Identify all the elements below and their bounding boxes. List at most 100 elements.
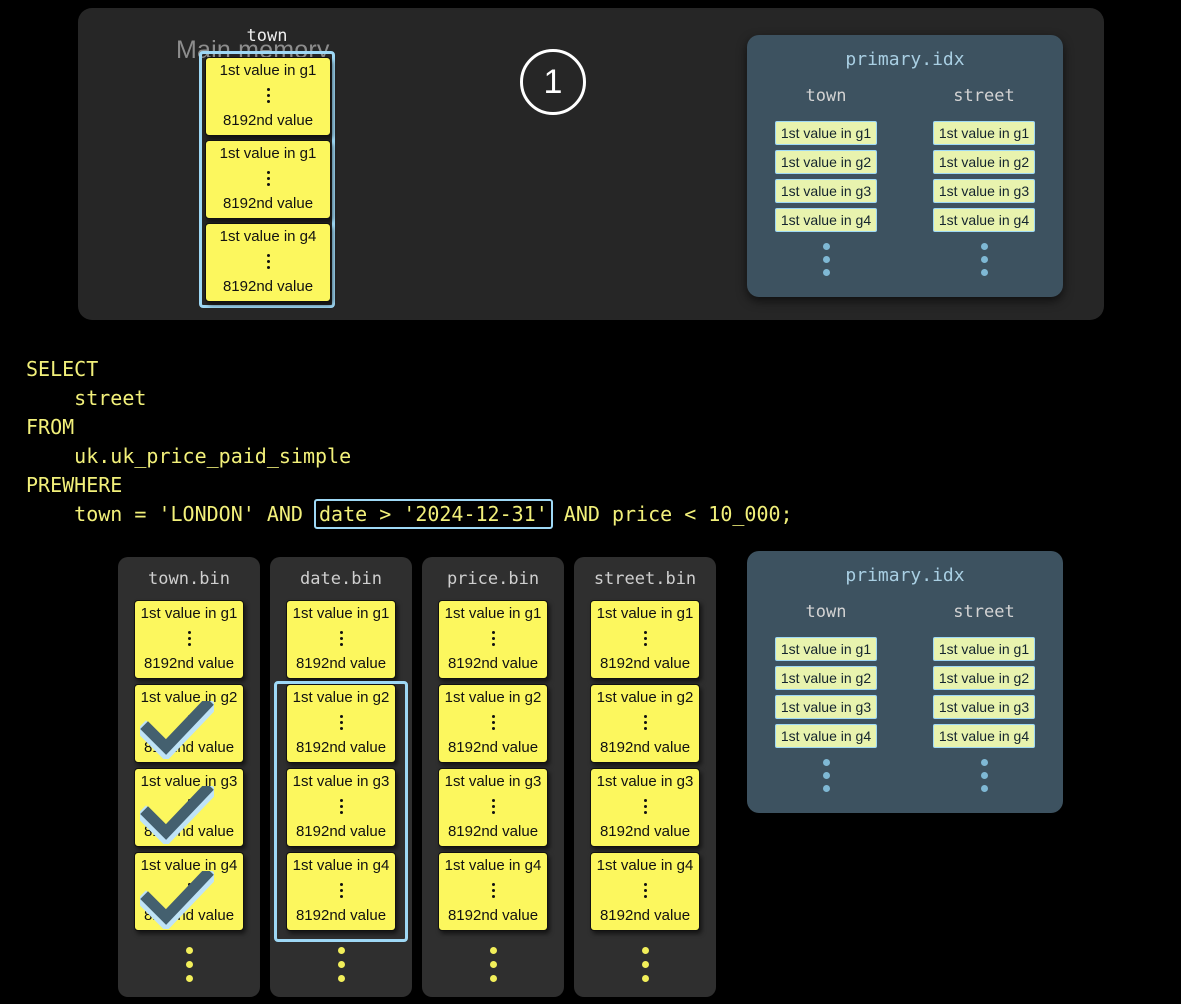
primary-index-cell: 1st value in g4 [932,724,1036,748]
bin-granule-list: 1st value in g1 8192nd value 1st value in … [574,600,716,982]
primary-index-cell: 1st value in g1 [932,121,1036,145]
vertical-ellipsis-icon [641,947,649,982]
vertical-ellipsis-icon [980,243,988,276]
step-number-badge: 1 [520,49,586,115]
granule-last-value: 8192nd value [295,655,387,673]
primary-index-cell: 1st value in g4 [932,208,1036,232]
bin-panel-town: town.bin 1st value in g1 8192nd value 1st … [118,557,260,997]
vertical-ellipsis-icon [187,713,191,733]
primary-index-cell: 1st value in g2 [774,666,878,690]
granule-block: 1st value in g4 8192nd value [286,852,396,931]
granule-first-value: 1st value in g3 [140,773,238,790]
primary-index-cell: 1st value in g1 [774,121,878,145]
primary-index-title: primary.idx [845,565,965,586]
granule-block: 1st value in g2 8192nd value [590,684,700,763]
granule-last-value: 8192nd value [599,739,691,757]
granule-first-value: 1st value in g2 [140,689,238,706]
memory-column-title: town [246,26,288,46]
granule-last-value: 8192nd value [447,907,539,925]
primary-index-cell: 1st value in g3 [932,179,1036,203]
granule-first-value: 1st value in g4 [219,228,317,245]
primary-index-cell: 1st value in g3 [774,179,878,203]
granule-first-value: 1st value in g3 [444,773,542,790]
vertical-ellipsis-icon [185,947,193,982]
vertical-ellipsis-icon [266,169,270,189]
primary-index-column: town 1st value in g1 1st value in g2 1st va… [756,602,896,792]
granule-block: 1st value in g1 8192nd value [134,600,244,679]
vertical-ellipsis-icon [187,797,191,817]
granule-first-value: 1st value in g1 [219,62,317,79]
bin-granule-list: 1st value in g1 8192nd value 1st value in … [422,600,564,982]
vertical-ellipsis-icon [643,797,647,817]
sql-line-predicate-pre: town = 'LONDON' AND [26,502,315,526]
granule-block: 1st value in g2 8192nd value [134,684,244,763]
bin-panel-price: price.bin 1st value in g1 8192nd value 1st… [422,557,564,997]
granule-block: 1st value in g1 8192nd value [590,600,700,679]
vertical-ellipsis-icon [339,881,343,901]
granule-last-value: 8192nd value [222,278,314,296]
sql-highlighted-predicate: date > '2024-12-31' [313,499,553,529]
primary-index-cell: 1st value in g3 [774,695,878,719]
granule-block: 1st value in g3 8192nd value [134,768,244,847]
granule-block: 1st value in g2 8192nd value [286,684,396,763]
granule-last-value: 8192nd value [295,823,387,841]
vertical-ellipsis-icon [339,713,343,733]
vertical-ellipsis-icon [822,759,830,792]
vertical-ellipsis-icon [339,629,343,649]
primary-index-column: street 1st value in g1 1st value in g2 1st … [914,602,1054,792]
primary-index-cell: 1st value in g4 [774,724,878,748]
bin-panel-date: date.bin 1st value in g1 8192nd value 1st … [270,557,412,997]
primary-index-column: town 1st value in g1 1st value in g2 1st va… [756,86,896,276]
vertical-ellipsis-icon [491,797,495,817]
granule-last-value: 8192nd value [222,112,314,130]
primary-index-cell: 1st value in g3 [932,695,1036,719]
granule-first-value: 1st value in g4 [292,857,390,874]
granule-last-value: 8192nd value [295,907,387,925]
sql-line-select-list: street [26,386,147,410]
primary-index-column-header: street [953,602,1015,622]
granule-first-value: 1st value in g1 [140,605,238,622]
primary-index-column-header: town [805,602,847,622]
sql-line-select: SELECT [26,357,99,381]
granule-block: 1st value in g3 8192nd value [590,768,700,847]
granule-last-value: 8192nd value [143,655,235,673]
primary-index-title: primary.idx [845,49,965,70]
bin-title: street.bin [593,569,697,589]
memory-granule-outline: 1st value in g1 8192nd value 1st value in … [199,51,335,308]
granule-first-value: 1st value in g4 [140,857,238,874]
granule-first-value: 1st value in g2 [596,689,694,706]
primary-index-columns: town 1st value in g1 1st value in g2 1st va… [747,602,1063,792]
granule-last-value: 8192nd value [143,907,235,925]
primary-index-column: street 1st value in g1 1st value in g2 1st … [914,86,1054,276]
vertical-ellipsis-icon [489,947,497,982]
granule-last-value: 8192nd value [222,195,314,213]
granule-last-value: 8192nd value [599,907,691,925]
granule-last-value: 8192nd value [599,823,691,841]
granule-block: 1st value in g1 8192nd value [205,57,331,136]
vertical-ellipsis-icon [491,629,495,649]
granule-first-value: 1st value in g1 [596,605,694,622]
vertical-ellipsis-icon [187,881,191,901]
vertical-ellipsis-icon [980,759,988,792]
vertical-ellipsis-icon [337,947,345,982]
sql-line-prewhere: PREWHERE [26,473,123,497]
granule-last-value: 8192nd value [447,739,539,757]
primary-index-columns: town 1st value in g1 1st value in g2 1st va… [747,86,1063,276]
granule-first-value: 1st value in g3 [292,773,390,790]
bin-granule-list: 1st value in g1 8192nd value 1st value in … [270,600,412,982]
granule-block: 1st value in g4 8192nd value [205,223,331,302]
primary-index-cell: 1st value in g1 [932,637,1036,661]
granule-first-value: 1st value in g1 [444,605,542,622]
granule-first-value: 1st value in g3 [596,773,694,790]
granule-block: 1st value in g2 8192nd value [438,684,548,763]
sql-query: SELECT street FROM uk.uk_price_paid_simp… [26,355,793,529]
granule-block: 1st value in g4 8192nd value [438,852,548,931]
vertical-ellipsis-icon [266,86,270,106]
granule-last-value: 8192nd value [447,823,539,841]
bin-panel-street: street.bin 1st value in g1 8192nd value 1s… [574,557,716,997]
vertical-ellipsis-icon [187,629,191,649]
primary-index-panel-top: primary.idx town 1st value in g1 1st value… [747,35,1063,297]
bin-title: town.bin [148,569,230,589]
granule-block: 1st value in g1 8192nd value [286,600,396,679]
bin-title: price.bin [446,569,540,589]
